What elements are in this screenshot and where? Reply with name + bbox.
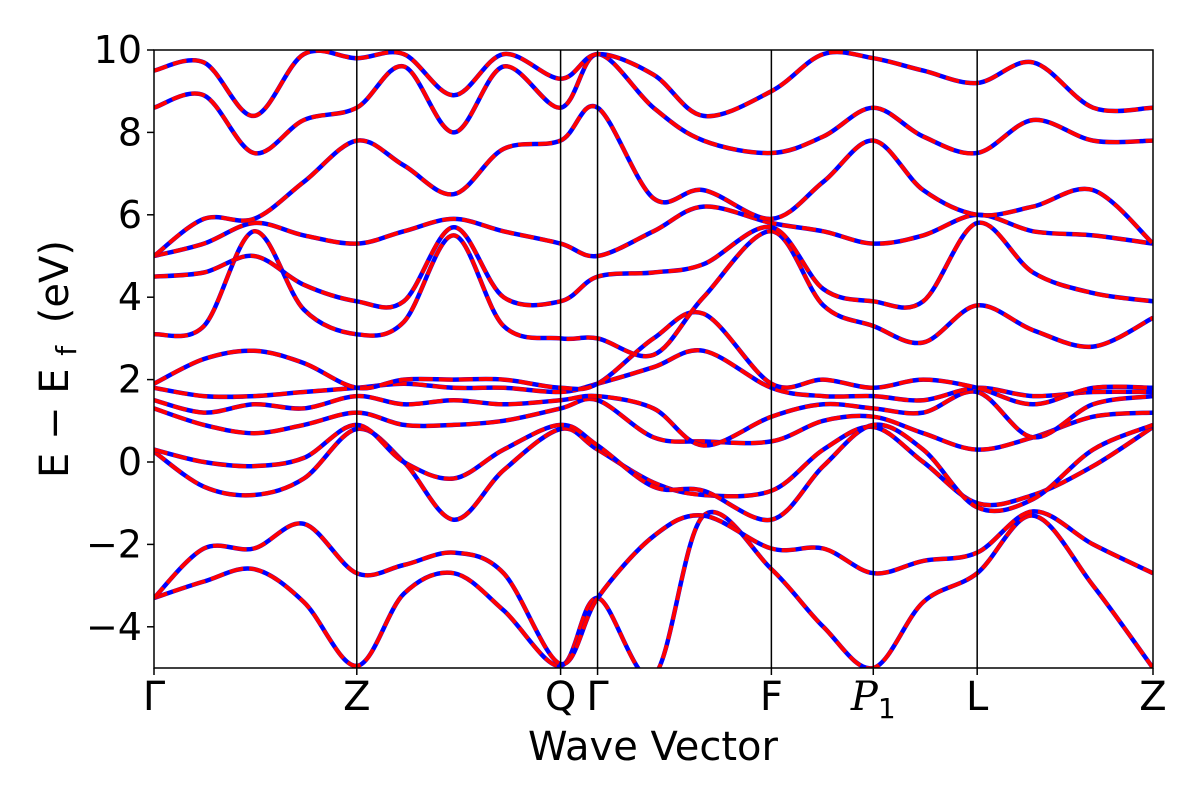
y-tick-label-7: 8 (118, 110, 142, 154)
band-4-red-dashed (154, 422, 1153, 522)
y-tick-label-5: 4 (118, 275, 142, 319)
x-tick-label-text-1: Γ (143, 674, 166, 720)
y-tick-label-8: 10 (94, 28, 142, 72)
band-9-red-dashed (154, 229, 1153, 359)
bands-layer (154, 50, 1153, 668)
x-tick-label-8: Z (1139, 674, 1166, 720)
band-14-red-dashed (154, 50, 1153, 119)
y-axis-label-subscript: f (50, 345, 83, 356)
y-tick-label-6: 6 (118, 193, 142, 237)
band-8-red-dashed (154, 310, 1153, 407)
y-axis-label-main: E − E (32, 368, 78, 478)
x-tick-label-4: Γ (586, 674, 609, 720)
y-tick-label-2: −2 (86, 522, 142, 566)
x-tick-label-2: Z (343, 674, 370, 720)
x-axis-ticks: Γ Z Q Γ F P1 L Z (143, 668, 1167, 725)
x-tick-label-sub-6: 1 (878, 692, 896, 725)
y-axis-label: E − E f (eV) (32, 240, 86, 478)
x-tick-label-6: P1 (850, 674, 896, 725)
band-3-red-dashed (154, 424, 1153, 522)
band-11-red-dashed (154, 204, 1153, 259)
y-tick-label-4: 2 (118, 358, 142, 402)
x-tick-label-text-4: Γ (586, 674, 609, 720)
x-tick-label-1: Γ (143, 674, 166, 720)
band-6-red-dashed (154, 389, 1153, 448)
band-2-blue (154, 509, 1153, 667)
high-symmetry-lines (356, 50, 978, 668)
x-axis-label: Wave Vector (528, 724, 779, 770)
y-axis-label-unit: (eV) (32, 240, 78, 323)
x-tick-label-text-5: F (760, 674, 783, 720)
y-axis-ticks: −4 −2 0 2 4 6 8 10 (86, 28, 154, 649)
x-tick-label-text-7: L (966, 674, 989, 720)
x-tick-label-text-6: P (850, 674, 879, 720)
band-10-red-dashed (154, 220, 1153, 310)
x-tick-label-7: L (966, 674, 989, 720)
plot-frame (153, 49, 1154, 669)
x-tick-label-text-8: Z (1139, 674, 1166, 720)
x-tick-label-3: Q (545, 674, 576, 720)
x-tick-label-text-2: Z (343, 674, 370, 720)
y-tick-label-1: −4 (86, 605, 142, 649)
x-tick-label-5: F (760, 674, 783, 720)
y-tick-label-3: 0 (118, 440, 142, 484)
band-5-red-dashed (154, 396, 1153, 452)
x-tick-label-text-3: Q (545, 674, 576, 720)
band-7-red-dashed (154, 348, 1153, 403)
